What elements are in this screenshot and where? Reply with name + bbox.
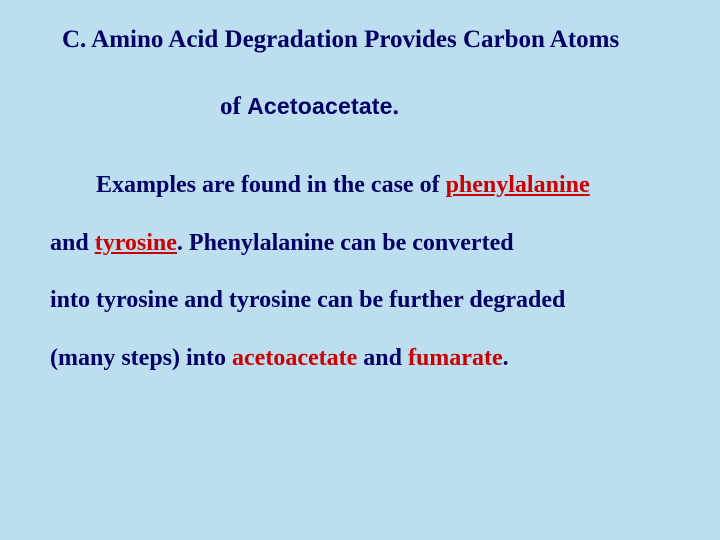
heading-line-2: of Acetoacetate.: [50, 91, 670, 124]
body-t4b: and: [357, 345, 408, 371]
body-lead: Examples are found in the case of: [50, 172, 446, 198]
slide-content: C. Amino Acid Degradation Provides Carbo…: [0, 0, 720, 417]
body-t3: into tyrosine and tyrosine can be furthe…: [50, 287, 565, 313]
body-t4a: (many steps) into: [50, 345, 232, 371]
heading-of: of: [220, 93, 247, 120]
acetoacetate-term: acetoacetate: [232, 345, 357, 371]
section-heading: C. Amino Acid Degradation Provides Carbo…: [50, 24, 670, 123]
heading-period: .: [393, 93, 399, 120]
body-t4c: .: [503, 345, 509, 371]
phenylalanine-term: phenylalanine: [446, 172, 590, 198]
heading-line-1: C. Amino Acid Degradation Provides Carbo…: [50, 26, 619, 53]
fumarate-term: fumarate: [408, 345, 503, 371]
heading-acetoacetate: Acetoacetate: [247, 93, 393, 119]
body-t2b: . Phenylalanine can be converted: [177, 230, 514, 256]
body-paragraph: Examples are found in the case of phenyl…: [50, 157, 670, 387]
tyrosine-term: tyrosine: [95, 230, 177, 256]
body-t2a: and: [50, 230, 95, 256]
